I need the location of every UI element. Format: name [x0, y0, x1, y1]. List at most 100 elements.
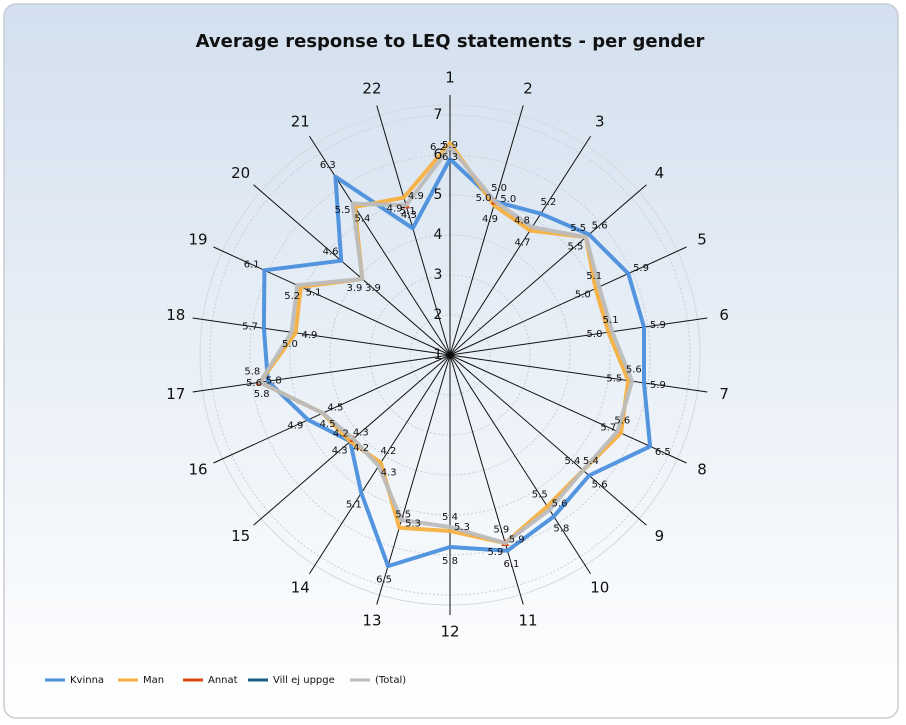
legend-label: Man — [143, 675, 164, 686]
r-tick-label: 6 — [434, 147, 443, 163]
value-label: 5.5 — [335, 205, 351, 216]
value-label: 5.0 — [476, 193, 492, 204]
value-label: 6.5 — [376, 575, 392, 586]
spoke — [309, 136, 451, 356]
value-label: 5.6 — [592, 480, 608, 491]
legend-label: Vill ej uppge — [273, 675, 335, 686]
value-label: 4.2 — [333, 429, 349, 440]
legend-label: Annat — [208, 675, 238, 686]
spoke — [449, 354, 647, 526]
value-label: 5.4 — [564, 456, 580, 467]
category-label: 19 — [188, 230, 207, 248]
value-label: 5.1 — [306, 288, 322, 299]
value-label: 4.9 — [482, 214, 498, 225]
value-label: 5.5 — [568, 241, 584, 252]
value-label: 4.9 — [387, 204, 403, 215]
r-tick-label: 3 — [434, 267, 443, 283]
spoke — [449, 184, 647, 356]
value-label: 5.3 — [405, 518, 421, 529]
value-label: 4.2 — [380, 446, 396, 457]
category-label: 17 — [166, 385, 185, 403]
category-label: 4 — [655, 164, 665, 182]
value-label: 6.2 — [430, 142, 446, 153]
category-label: 14 — [291, 579, 310, 597]
value-label: 5.1 — [603, 315, 619, 326]
category-label: 2 — [523, 80, 533, 98]
value-label: 4.9 — [287, 421, 303, 432]
chart-title: Average response to LEQ statements - per… — [196, 31, 705, 52]
category-label: 13 — [362, 611, 381, 629]
series-line — [258, 145, 635, 546]
value-label: 6.1 — [244, 259, 260, 270]
r-tick-label: 1 — [434, 347, 443, 363]
r-tick-label: 7 — [434, 107, 443, 123]
value-label: 5.2 — [284, 291, 300, 302]
spoke — [449, 317, 708, 356]
value-label: 5.0 — [491, 183, 507, 194]
value-label: 5.8 — [553, 523, 569, 534]
value-label: 6.3 — [442, 152, 458, 163]
value-label: 5.6 — [552, 498, 568, 509]
spoke — [213, 246, 451, 356]
value-label: 5.9 — [442, 140, 458, 151]
value-label: 5.5 — [395, 509, 411, 520]
value-label: 5.0 — [282, 339, 298, 350]
value-label: 4.9 — [408, 191, 424, 202]
spoke — [192, 317, 451, 356]
value-label: 5.5 — [532, 490, 548, 501]
category-label: 9 — [655, 527, 665, 545]
r-tick-label: 4 — [434, 227, 443, 243]
value-label: 5.8 — [442, 556, 458, 567]
value-label: 4.9 — [301, 330, 317, 341]
value-label: 5.7 — [242, 321, 258, 332]
value-label: 5.1 — [346, 500, 362, 511]
value-label: 5.8 — [254, 389, 270, 400]
category-label: 18 — [166, 306, 185, 324]
spoke — [213, 354, 451, 464]
value-label: 5.5 — [570, 223, 586, 234]
value-label: 5.6 — [614, 416, 630, 427]
value-label: 4.3 — [401, 210, 417, 221]
category-label: 20 — [231, 164, 250, 182]
spoke — [376, 354, 451, 605]
category-label: 21 — [291, 112, 310, 130]
spoke — [449, 105, 524, 356]
value-label: 5.3 — [454, 522, 470, 533]
value-label: 6.3 — [320, 160, 336, 171]
value-label: 5.6 — [592, 220, 608, 231]
panel — [3, 3, 899, 719]
value-label: 3.9 — [365, 283, 381, 294]
value-label: 5.4 — [583, 456, 599, 467]
value-label: 4.5 — [327, 402, 343, 413]
spoke — [192, 354, 451, 393]
value-label: 6.5 — [655, 447, 671, 458]
value-label: 5.9 — [650, 380, 666, 391]
value-label: 5.4 — [442, 512, 458, 523]
value-label: 5.9 — [633, 263, 649, 274]
value-label: 5.9 — [487, 547, 503, 558]
value-label: 4.5 — [320, 419, 336, 430]
value-label: 4.3 — [381, 468, 397, 479]
value-label: 5.9 — [650, 320, 666, 331]
value-label: 4.3 — [353, 427, 369, 438]
legend-label: Kvinna — [70, 675, 104, 686]
spoke — [449, 354, 591, 574]
category-label: 15 — [231, 527, 250, 545]
spoke — [449, 354, 524, 605]
value-label: 3.9 — [347, 283, 363, 294]
category-label: 7 — [719, 385, 729, 403]
spoke — [449, 354, 708, 393]
value-label: 5.9 — [493, 525, 509, 536]
value-label: 5.4 — [354, 214, 370, 225]
category-label: 10 — [590, 579, 609, 597]
category-label: 11 — [518, 611, 537, 629]
value-label: 4.6 — [323, 247, 339, 258]
spoke — [449, 354, 687, 464]
value-label: 5.2 — [540, 197, 556, 208]
value-label: 5.6 — [626, 364, 642, 375]
value-label: 5.8 — [244, 366, 260, 377]
value-label: 5.1 — [586, 271, 602, 282]
category-label: 6 — [719, 306, 729, 324]
